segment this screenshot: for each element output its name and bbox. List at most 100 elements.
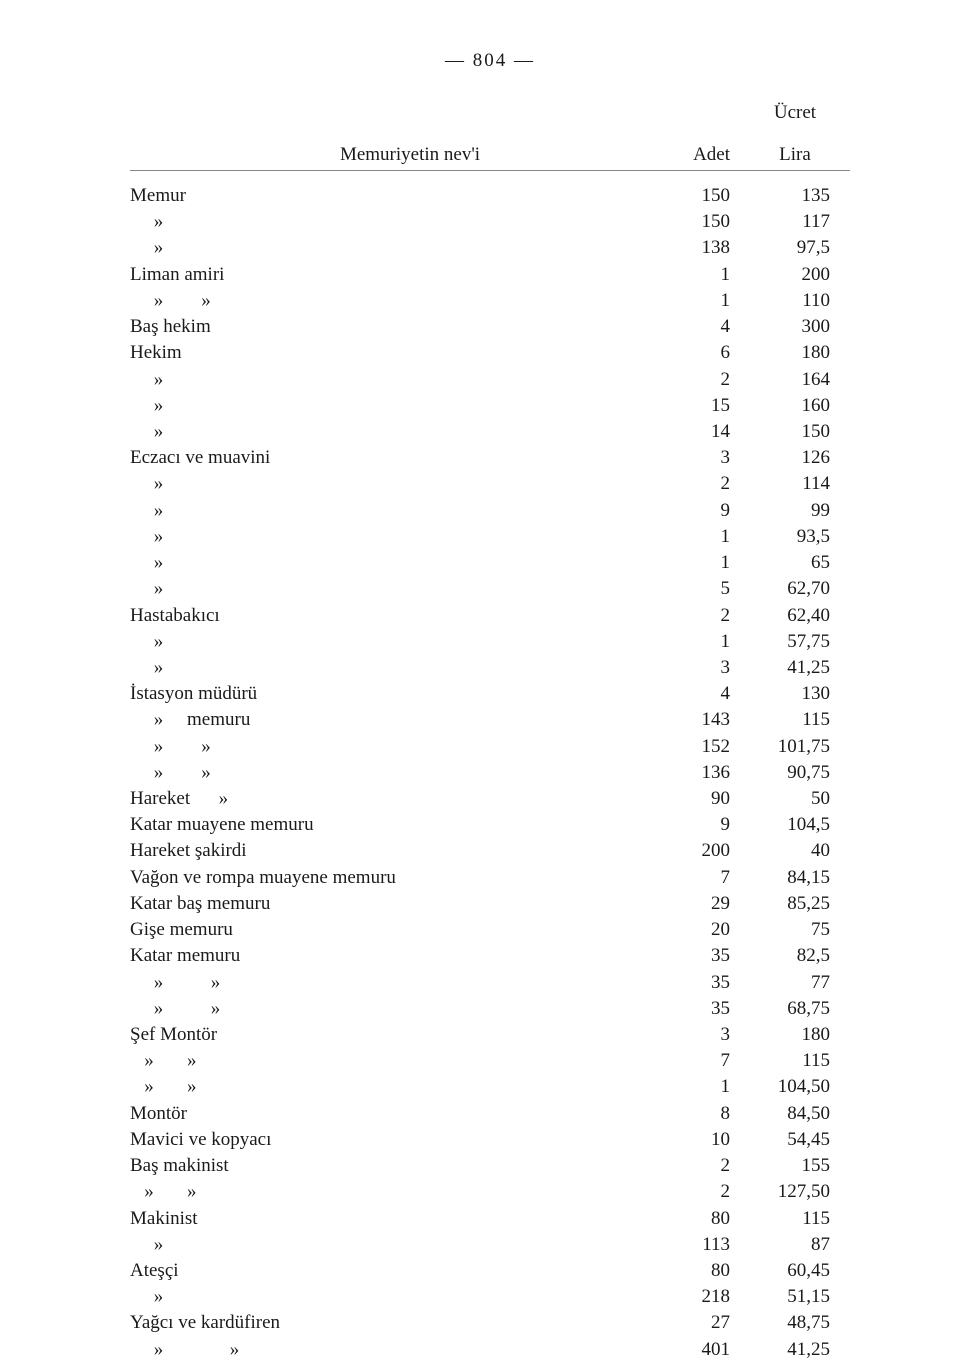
- table-row: Hastabakıcı262,40: [130, 603, 850, 629]
- row-adet: 2: [650, 603, 740, 629]
- row-lira: 77: [740, 970, 850, 996]
- table-row: » »152101,75: [130, 734, 850, 760]
- row-adet: 2: [650, 1153, 740, 1179]
- row-name: »: [130, 367, 650, 393]
- row-name: »: [130, 393, 650, 419]
- table-row: »341,25: [130, 655, 850, 681]
- row-adet: 150: [650, 209, 740, 235]
- row-name: Katar muayene memuru: [130, 812, 650, 838]
- row-adet: 136: [650, 760, 740, 786]
- row-lira: 117: [740, 209, 850, 235]
- table-row: Yağcı ve kardüfiren2748,75: [130, 1310, 850, 1336]
- table-row: » »3577: [130, 970, 850, 996]
- table-body: Memur150135 »150117 »13897,5Liman amiri1…: [130, 183, 850, 1363]
- row-lira: 48,75: [740, 1310, 850, 1336]
- row-adet: 9: [650, 498, 740, 524]
- header-ucret: Ücret: [740, 102, 850, 124]
- table-row: »157,75: [130, 629, 850, 655]
- header-adet: Adet: [650, 144, 740, 166]
- row-lira: 57,75: [740, 629, 850, 655]
- table-row: » »3568,75: [130, 996, 850, 1022]
- row-lira: 93,5: [740, 524, 850, 550]
- row-lira: 115: [740, 1048, 850, 1074]
- table-row: Baş hekim4300: [130, 314, 850, 340]
- row-adet: 90: [650, 786, 740, 812]
- row-adet: 200: [650, 838, 740, 864]
- row-adet: 1: [650, 1074, 740, 1100]
- row-adet: 7: [650, 1048, 740, 1074]
- row-name: Şef Montör: [130, 1022, 650, 1048]
- row-adet: 1: [650, 262, 740, 288]
- row-lira: 97,5: [740, 235, 850, 261]
- row-adet: 152: [650, 734, 740, 760]
- row-name: Ateşçi: [130, 1258, 650, 1284]
- row-adet: 10: [650, 1127, 740, 1153]
- row-lira: 101,75: [740, 734, 850, 760]
- table-row: Katar memuru3582,5: [130, 943, 850, 969]
- row-lira: 85,25: [740, 891, 850, 917]
- row-adet: 15: [650, 393, 740, 419]
- row-lira: 150: [740, 419, 850, 445]
- row-lira: 155: [740, 1153, 850, 1179]
- table-row: Hareket şakirdi20040: [130, 838, 850, 864]
- row-lira: 50: [740, 786, 850, 812]
- table-row: » memuru143115: [130, 707, 850, 733]
- row-adet: 113: [650, 1232, 740, 1258]
- row-name: »: [130, 655, 650, 681]
- row-lira: 90,75: [740, 760, 850, 786]
- table-row: »562,70: [130, 576, 850, 602]
- row-adet: 29: [650, 891, 740, 917]
- row-name: » »: [130, 970, 650, 996]
- row-lira: 54,45: [740, 1127, 850, 1153]
- row-lira: 135: [740, 183, 850, 209]
- row-adet: 9: [650, 812, 740, 838]
- row-adet: 1: [650, 629, 740, 655]
- row-adet: 35: [650, 996, 740, 1022]
- row-lira: 180: [740, 1022, 850, 1048]
- row-name: »: [130, 471, 650, 497]
- table-row: Memur150135: [130, 183, 850, 209]
- row-adet: 4: [650, 681, 740, 707]
- row-lira: 65: [740, 550, 850, 576]
- row-name: Baş hekim: [130, 314, 650, 340]
- row-lira: 82,5: [740, 943, 850, 969]
- row-adet: 138: [650, 235, 740, 261]
- row-name: Memur: [130, 183, 650, 209]
- row-name: »: [130, 209, 650, 235]
- row-name: » »: [130, 1179, 650, 1205]
- row-adet: 3: [650, 445, 740, 471]
- table-row: Mavici ve kopyacı1054,45: [130, 1127, 850, 1153]
- row-name: » memuru: [130, 707, 650, 733]
- row-name: Baş makinist: [130, 1153, 650, 1179]
- row-lira: 60,45: [740, 1258, 850, 1284]
- table-row: Şef Montör3180: [130, 1022, 850, 1048]
- row-lira: 87: [740, 1232, 850, 1258]
- table-row: Katar baş memuru2985,25: [130, 891, 850, 917]
- row-adet: 2: [650, 367, 740, 393]
- row-name: Eczacı ve muavini: [130, 445, 650, 471]
- table-row: » »7115: [130, 1048, 850, 1074]
- row-name: »: [130, 419, 650, 445]
- row-name: » »: [130, 996, 650, 1022]
- row-name: İstasyon müdürü: [130, 681, 650, 707]
- row-lira: 41,25: [740, 655, 850, 681]
- row-adet: 14: [650, 419, 740, 445]
- row-lira: 75: [740, 917, 850, 943]
- row-adet: 35: [650, 970, 740, 996]
- table-row: » »40141,25: [130, 1337, 850, 1363]
- row-name: Hareket şakirdi: [130, 838, 650, 864]
- row-lira: 180: [740, 340, 850, 366]
- row-lira: 110: [740, 288, 850, 314]
- row-name: »: [130, 1232, 650, 1258]
- row-name: »: [130, 524, 650, 550]
- row-name: » »: [130, 1074, 650, 1100]
- row-lira: 164: [740, 367, 850, 393]
- table-row: Katar muayene memuru9104,5: [130, 812, 850, 838]
- row-lira: 130: [740, 681, 850, 707]
- table-row: »165: [130, 550, 850, 576]
- row-lira: 62,40: [740, 603, 850, 629]
- row-lira: 104,50: [740, 1074, 850, 1100]
- table-row: »11387: [130, 1232, 850, 1258]
- table-row: »193,5: [130, 524, 850, 550]
- table-row: » »13690,75: [130, 760, 850, 786]
